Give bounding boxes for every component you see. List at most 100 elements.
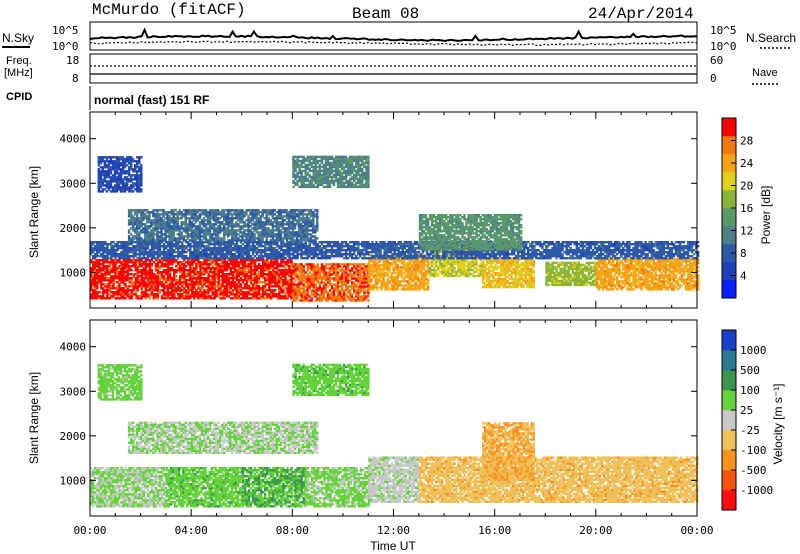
data-cell xyxy=(185,275,188,278)
data-cell xyxy=(465,268,468,272)
data-cell xyxy=(191,275,194,278)
data-cell xyxy=(92,293,95,296)
data-cell xyxy=(168,283,172,286)
data-cell xyxy=(150,265,154,268)
data-cell xyxy=(201,279,204,282)
data-cell xyxy=(690,274,694,277)
data-cell xyxy=(142,283,145,286)
data-cell xyxy=(114,269,117,272)
data-cell xyxy=(132,287,135,290)
data-cell xyxy=(237,271,241,274)
data-cell xyxy=(231,293,234,296)
data-cell xyxy=(170,279,174,282)
data-cell xyxy=(191,263,194,266)
data-cell xyxy=(187,297,190,300)
data-cell xyxy=(144,289,147,292)
data-cell xyxy=(233,269,237,272)
data-cell xyxy=(130,293,133,296)
data-cell xyxy=(94,283,97,286)
nsearch-label: N.Search xyxy=(746,31,796,45)
data-cell xyxy=(674,274,678,277)
data-cell xyxy=(187,283,190,286)
data-cell xyxy=(90,259,93,262)
data-cell xyxy=(264,293,267,296)
data-cell xyxy=(237,293,241,296)
data-cell xyxy=(175,271,178,274)
data-cell xyxy=(370,264,373,267)
data-cell xyxy=(185,261,188,264)
data-cell xyxy=(656,274,659,277)
data-cell xyxy=(318,281,321,284)
data-cell xyxy=(191,269,194,272)
data-cell xyxy=(177,295,180,298)
date-title: 24/Apr/2014 xyxy=(588,5,694,23)
data-cell xyxy=(231,297,234,300)
data-cell xyxy=(104,267,107,270)
data-cell xyxy=(183,291,186,294)
data-cell xyxy=(326,263,330,266)
data-cell xyxy=(162,285,166,288)
data-cell xyxy=(96,275,99,278)
data-cell xyxy=(475,266,478,270)
data-cell xyxy=(231,291,234,294)
data-cell xyxy=(138,283,141,286)
data-cell xyxy=(179,267,182,270)
data-cell xyxy=(114,293,117,296)
data-cell xyxy=(104,283,107,286)
data-cell xyxy=(144,265,147,268)
data-cell xyxy=(690,278,694,281)
data-cell xyxy=(241,259,245,262)
data-cell xyxy=(144,271,147,274)
data-cell xyxy=(102,297,105,300)
data-cell xyxy=(128,279,131,282)
data-cell xyxy=(96,297,99,300)
data-cell xyxy=(221,291,224,294)
data-cell xyxy=(134,281,137,284)
data-cell xyxy=(162,293,166,296)
data-cell xyxy=(94,267,97,270)
data-cell xyxy=(255,283,259,286)
data-cell xyxy=(168,271,172,274)
data-cell xyxy=(235,259,239,262)
data-cell xyxy=(132,283,135,286)
data-cell xyxy=(203,289,206,292)
data-cell xyxy=(199,281,202,284)
data-cell xyxy=(213,267,216,270)
data-cell xyxy=(561,267,564,271)
data-cell xyxy=(96,277,99,280)
data-cell xyxy=(215,261,218,264)
data-cell xyxy=(108,279,111,282)
data-cell xyxy=(264,291,267,294)
data-cell xyxy=(213,287,216,290)
data-cell xyxy=(193,277,196,280)
data-cell xyxy=(197,291,200,294)
data-cell xyxy=(219,287,222,290)
data-cell xyxy=(276,249,279,252)
data-cell xyxy=(108,285,111,288)
data-cell xyxy=(150,263,154,266)
data-cell xyxy=(140,273,143,276)
data-cell xyxy=(102,291,105,294)
data-cell xyxy=(142,295,145,298)
data-cell xyxy=(243,259,247,262)
data-cell xyxy=(205,279,208,282)
data-cell xyxy=(199,267,202,270)
data-cell xyxy=(112,267,115,270)
data-cell xyxy=(110,295,113,298)
data-cell xyxy=(235,269,239,272)
data-cell xyxy=(100,297,103,300)
data-cell xyxy=(622,280,625,283)
data-cell xyxy=(253,273,257,276)
data-cell xyxy=(648,284,651,287)
data-cell xyxy=(213,273,216,276)
data-cell xyxy=(96,279,99,282)
data-cell xyxy=(251,295,255,298)
data-cell xyxy=(189,259,192,262)
data-cell xyxy=(221,297,224,300)
data-cell xyxy=(132,275,135,278)
data-cell xyxy=(187,285,190,288)
data-cell xyxy=(146,289,150,292)
data-cell xyxy=(264,281,267,284)
data-cell xyxy=(114,259,117,262)
data-cell xyxy=(146,281,150,284)
